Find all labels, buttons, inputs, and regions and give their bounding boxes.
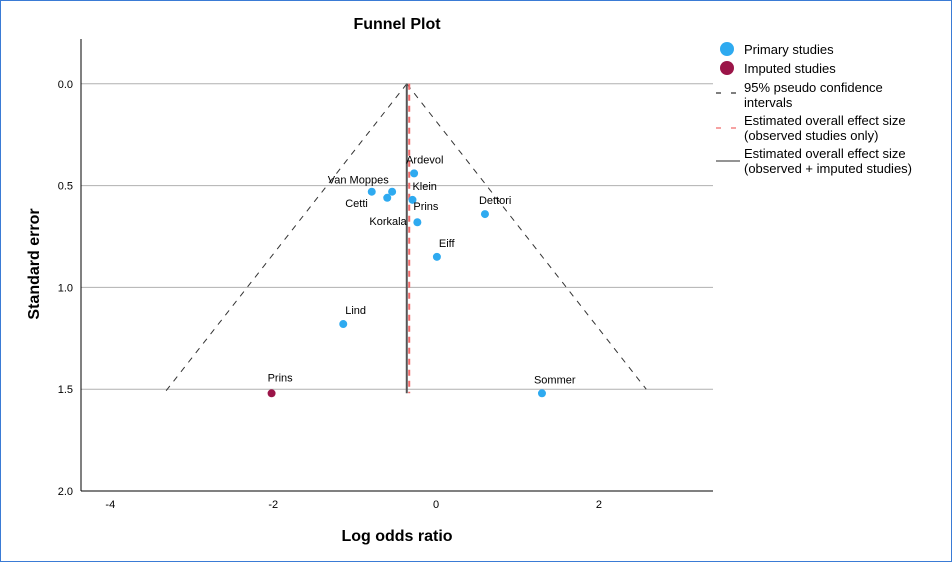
imputed-study-point <box>267 389 276 398</box>
legend-label-ci: 95% pseudo confidence intervals <box>744 80 883 110</box>
x-tick-label: -2 <box>268 499 278 511</box>
study-label: Van Moppes <box>328 175 389 187</box>
legend-label-imputed: Imputed studies <box>744 61 836 76</box>
legend-marker-primary <box>720 42 734 56</box>
y-tick-label: 1.5 <box>58 384 73 396</box>
primary-study-point <box>383 193 392 202</box>
study-label: Korkala <box>369 216 407 228</box>
primary-study-point <box>413 218 422 227</box>
chart-title: Funnel Plot <box>353 16 441 33</box>
x-tick-label: 0 <box>433 499 439 511</box>
study-label: Ardevol <box>406 154 443 166</box>
primary-study-point <box>388 187 397 196</box>
legend-label-combined_effect: Estimated overall effect size (observed +… <box>744 146 912 176</box>
study-label: Sommer <box>534 374 576 386</box>
x-tick-label: 2 <box>596 499 602 511</box>
y-tick-label: 0.5 <box>58 181 73 193</box>
primary-study-point <box>410 169 419 178</box>
primary-study-point <box>339 320 348 329</box>
legend-label-observed_effect: Estimated overall effect size (observed s… <box>744 113 906 143</box>
legend-marker-imputed <box>720 61 734 75</box>
primary-study-point <box>537 389 546 398</box>
primary-study-point <box>408 195 417 204</box>
y-tick-label: 1.0 <box>58 282 73 294</box>
study-label: Eiff <box>439 238 456 250</box>
primary-study-point <box>432 252 441 261</box>
study-label: Prins <box>268 372 294 384</box>
study-label: Dettori <box>479 195 511 207</box>
study-label: Cetti <box>345 198 368 210</box>
ci-right-line <box>406 83 647 390</box>
legend-label-primary: Primary studies <box>744 42 834 57</box>
x-tick-label: -4 <box>105 499 115 511</box>
y-tick-label: 2.0 <box>58 486 73 498</box>
primary-study-point <box>367 187 376 196</box>
primary-study-point <box>480 210 489 219</box>
study-label: Prins <box>413 201 439 213</box>
study-label: Klein <box>412 181 436 193</box>
y-tick-label: 0.0 <box>58 79 73 91</box>
x-axis-label: Log odds ratio <box>341 528 452 545</box>
ci-left-line <box>163 83 408 394</box>
y-axis-label: Standard error <box>26 208 43 319</box>
study-label: Lind <box>345 305 366 317</box>
